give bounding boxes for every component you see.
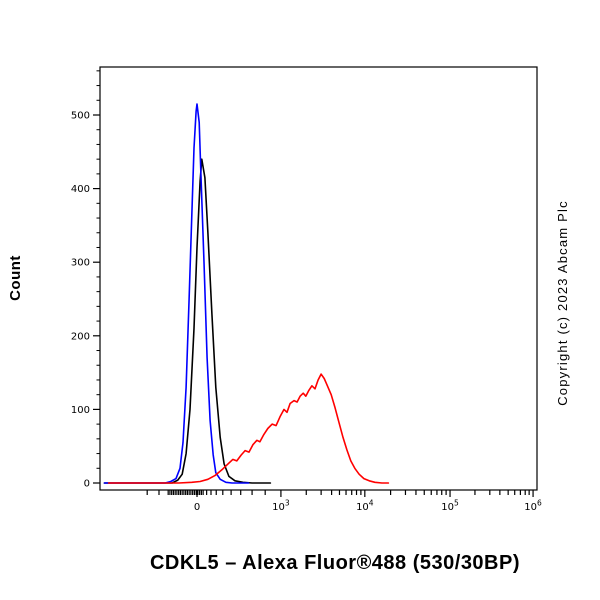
series-black	[103, 158, 272, 484]
series-blue	[103, 103, 250, 484]
x-axis: 0 103 104 105 106	[146, 490, 542, 514]
plot-frame	[99, 66, 538, 491]
x-axis-title: CDKL5 – Alexa Fluor®488 (530/30BP)	[150, 552, 520, 574]
y-tick-label: 500	[71, 111, 90, 122]
y-tick-label: 100	[71, 405, 90, 416]
y-tick-label: 400	[71, 184, 90, 195]
x-tick-label: 104	[356, 499, 374, 514]
copyright-text: Copyright (c) 2023 Abcam Plc	[555, 200, 570, 406]
y-tick-label: 0	[84, 479, 90, 490]
y-axis-title: Count	[7, 255, 24, 301]
series-red	[107, 373, 390, 484]
y-tick-label: 300	[71, 258, 90, 269]
y-tick-label: 200	[71, 331, 90, 342]
y-axis: 0 100 200 300 400 500	[71, 70, 100, 490]
plot-border	[99, 66, 538, 491]
series-curves	[103, 103, 390, 484]
x-tick-label: 105	[441, 499, 459, 514]
x-tick-label: 106	[524, 499, 542, 514]
x-tick-label: 0	[194, 502, 200, 513]
x-tick-label: 103	[272, 499, 290, 514]
